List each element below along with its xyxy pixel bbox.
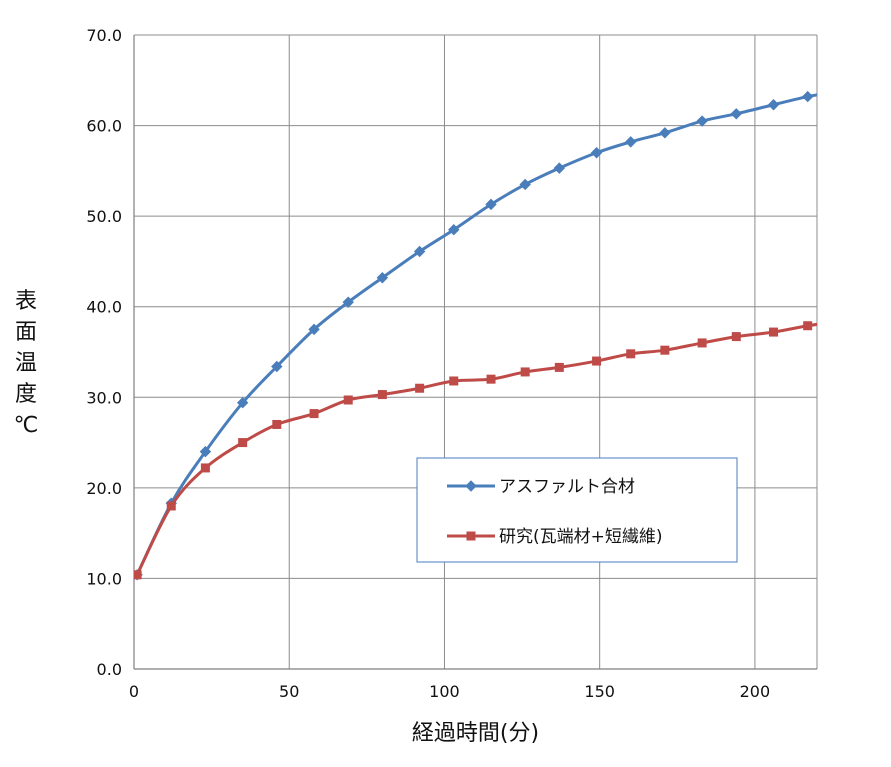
data-point xyxy=(236,397,249,409)
data-point xyxy=(520,367,530,377)
data-point xyxy=(659,127,671,139)
data-point xyxy=(376,272,389,284)
data-point xyxy=(309,409,319,419)
data-point xyxy=(465,480,477,492)
data-point xyxy=(660,345,670,355)
legend-box xyxy=(416,457,738,563)
y-tick-label: 10.0 xyxy=(86,569,122,588)
data-point xyxy=(272,419,282,429)
data-point xyxy=(342,296,354,308)
data-point xyxy=(625,136,637,148)
y-axis-title-char: 度 xyxy=(15,382,37,407)
data-point xyxy=(519,178,531,191)
y-tick-label: 60.0 xyxy=(86,117,122,136)
data-point xyxy=(801,90,814,103)
data-point xyxy=(166,501,176,511)
y-tick-label: 30.0 xyxy=(86,388,122,407)
data-point xyxy=(825,319,834,328)
data-point xyxy=(413,245,426,258)
y-tick-label: 20.0 xyxy=(86,479,122,498)
data-point xyxy=(199,445,212,458)
data-point xyxy=(767,99,780,111)
data-point xyxy=(200,463,210,473)
data-point xyxy=(696,115,708,127)
y-tick-label: 50.0 xyxy=(86,207,122,226)
x-tick-label: 50 xyxy=(279,682,299,701)
x-axis-title: 経過時間(分) xyxy=(412,721,539,746)
data-point xyxy=(466,531,476,541)
gridlines xyxy=(134,34,818,669)
axes xyxy=(133,35,817,670)
data-point xyxy=(134,570,142,580)
x-tick-label: 0 xyxy=(129,682,139,701)
tick-labels: 0.0 10.0 20.0 30.0 40.0 50.0 60.0 70.0 0 50 100 150… xyxy=(86,26,770,701)
data-point xyxy=(730,108,742,120)
x-tick-label: 150 xyxy=(584,682,615,701)
y-axis-title-char: 温 xyxy=(15,351,37,376)
x-tick-label: 100 xyxy=(429,682,460,701)
data-point xyxy=(592,356,602,366)
y-axis-title-char: ℃ xyxy=(14,413,39,438)
y-axis-title-char: 表 xyxy=(15,289,37,314)
legend-item: アスファルト合材 xyxy=(447,477,635,497)
series-layer xyxy=(134,88,834,581)
data-point xyxy=(238,438,248,448)
data-point xyxy=(803,321,813,331)
data-point xyxy=(769,327,779,337)
y-tick-label: 40.0 xyxy=(86,298,122,317)
y-tick-label: 70.0 xyxy=(86,26,122,45)
data-point xyxy=(377,390,387,400)
data-point xyxy=(553,162,566,174)
legend-label: アスファルト合材 xyxy=(499,477,635,497)
data-point xyxy=(731,332,741,342)
data-point xyxy=(448,224,460,236)
data-point xyxy=(343,395,353,405)
legend-label: 研究(瓦端材+短繊維) xyxy=(499,527,663,547)
data-point xyxy=(485,198,497,211)
data-point xyxy=(449,376,459,386)
data-point xyxy=(626,349,636,359)
data-point xyxy=(824,88,834,98)
data-point xyxy=(486,374,496,384)
x-tick-label: 200 xyxy=(740,682,771,701)
y-tick-label: 0.0 xyxy=(97,660,122,679)
data-point xyxy=(308,323,320,336)
data-point xyxy=(415,383,425,393)
legend-item: 研究(瓦端材+短繊維) xyxy=(447,527,663,547)
series-2 xyxy=(134,319,834,580)
data-point xyxy=(697,338,707,348)
data-point xyxy=(554,362,564,372)
data-point xyxy=(590,147,603,159)
y-axis-title-char: 面 xyxy=(15,320,37,345)
data-point xyxy=(271,360,283,373)
